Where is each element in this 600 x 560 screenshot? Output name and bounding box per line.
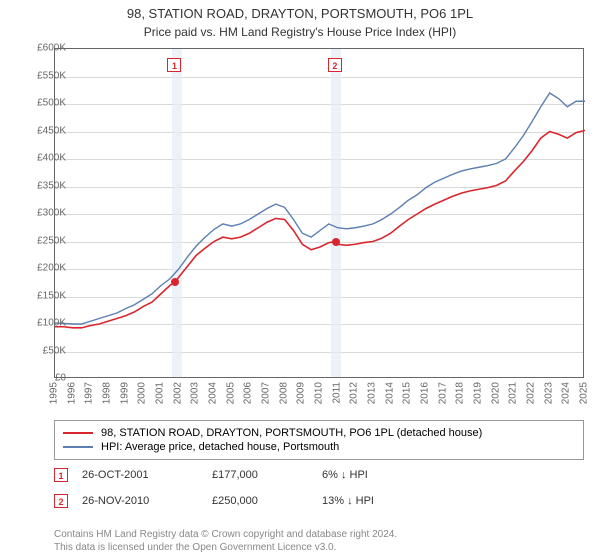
y-axis-label: £300K — [16, 208, 66, 219]
legend-item: 98, STATION ROAD, DRAYTON, PORTSMOUTH, P… — [63, 427, 575, 439]
sale-marker-badge: 1 — [167, 58, 181, 72]
x-axis-label: 2014 — [384, 382, 395, 404]
sale-record: 2 26-NOV-2010 £250,000 13% ↓ HPI — [54, 494, 584, 508]
x-axis-label: 2019 — [473, 382, 484, 404]
sale-marker-dot — [332, 238, 340, 246]
sale-price: £177,000 — [212, 469, 322, 481]
x-axis-label: 2009 — [296, 382, 307, 404]
x-axis-label: 2016 — [420, 382, 431, 404]
y-axis-label: £450K — [16, 125, 66, 136]
x-axis-label: 2004 — [208, 382, 219, 404]
x-axis-label: 2015 — [402, 382, 413, 404]
sale-hpi-diff: 13% ↓ HPI — [322, 495, 374, 507]
legend-item: HPI: Average price, detached house, Port… — [63, 441, 575, 453]
x-axis-label: 2013 — [367, 382, 378, 404]
y-axis-label: £600K — [16, 43, 66, 54]
x-axis-label: 2007 — [261, 382, 272, 404]
sale-marker-dot — [171, 278, 179, 286]
y-axis-label: £550K — [16, 70, 66, 81]
x-axis-label: 2006 — [243, 382, 254, 404]
x-axis-label: 2024 — [561, 382, 572, 404]
x-axis-label: 2001 — [155, 382, 166, 404]
x-axis-label: 2021 — [508, 382, 519, 404]
y-axis-label: £200K — [16, 263, 66, 274]
x-axis-label: 2018 — [455, 382, 466, 404]
footnote-line: This data is licensed under the Open Gov… — [54, 542, 336, 553]
chart-subtitle: Price paid vs. HM Land Registry's House … — [0, 25, 600, 39]
chart-container: 98, STATION ROAD, DRAYTON, PORTSMOUTH, P… — [0, 0, 600, 560]
y-axis-label: £350K — [16, 180, 66, 191]
x-axis-label: 1999 — [119, 382, 130, 404]
series-property — [55, 130, 585, 327]
legend-text: 98, STATION ROAD, DRAYTON, PORTSMOUTH, P… — [101, 427, 482, 439]
x-axis-label: 2022 — [526, 382, 537, 404]
x-axis-label: 2011 — [331, 382, 342, 404]
legend-text: HPI: Average price, detached house, Port… — [101, 441, 339, 453]
sale-record: 1 26-OCT-2001 £177,000 6% ↓ HPI — [54, 468, 584, 482]
y-axis-label: £100K — [16, 318, 66, 329]
x-axis-label: 1998 — [102, 382, 113, 404]
chart-title: 98, STATION ROAD, DRAYTON, PORTSMOUTH, P… — [0, 6, 600, 21]
sale-marker-badge: 1 — [54, 468, 68, 482]
footnote: Contains HM Land Registry data © Crown c… — [54, 528, 584, 554]
x-axis-label: 2010 — [314, 382, 325, 404]
y-axis-label: £400K — [16, 153, 66, 164]
y-axis-label: £150K — [16, 290, 66, 301]
series-hpi — [55, 93, 585, 324]
sale-marker-badge: 2 — [54, 494, 68, 508]
x-axis-label: 2008 — [278, 382, 289, 404]
x-axis-label: 1996 — [66, 382, 77, 404]
x-axis-label: 2025 — [579, 382, 590, 404]
x-axis-label: 2002 — [172, 382, 183, 404]
y-axis-label: £50K — [16, 345, 66, 356]
sale-hpi-diff: 6% ↓ HPI — [322, 469, 368, 481]
y-axis-label: £250K — [16, 235, 66, 246]
x-axis-label: 2005 — [225, 382, 236, 404]
legend: 98, STATION ROAD, DRAYTON, PORTSMOUTH, P… — [54, 420, 584, 460]
x-axis-label: 2020 — [490, 382, 501, 404]
legend-swatch — [63, 446, 93, 448]
plot-area — [54, 48, 584, 378]
sale-price: £250,000 — [212, 495, 322, 507]
x-axis-label: 2012 — [349, 382, 360, 404]
x-axis-label: 2000 — [137, 382, 148, 404]
title-block: 98, STATION ROAD, DRAYTON, PORTSMOUTH, P… — [0, 0, 600, 39]
sale-date: 26-OCT-2001 — [82, 469, 212, 481]
x-axis-label: 2023 — [543, 382, 554, 404]
sale-marker-badge: 2 — [328, 58, 342, 72]
x-axis-label: 2017 — [437, 382, 448, 404]
x-axis-label: 1997 — [84, 382, 95, 404]
sale-date: 26-NOV-2010 — [82, 495, 212, 507]
y-axis-label: £500K — [16, 98, 66, 109]
x-axis-label: 1995 — [49, 382, 60, 404]
legend-swatch — [63, 432, 93, 434]
footnote-line: Contains HM Land Registry data © Crown c… — [54, 529, 397, 540]
chart-svg — [55, 49, 583, 377]
x-axis-label: 2003 — [190, 382, 201, 404]
